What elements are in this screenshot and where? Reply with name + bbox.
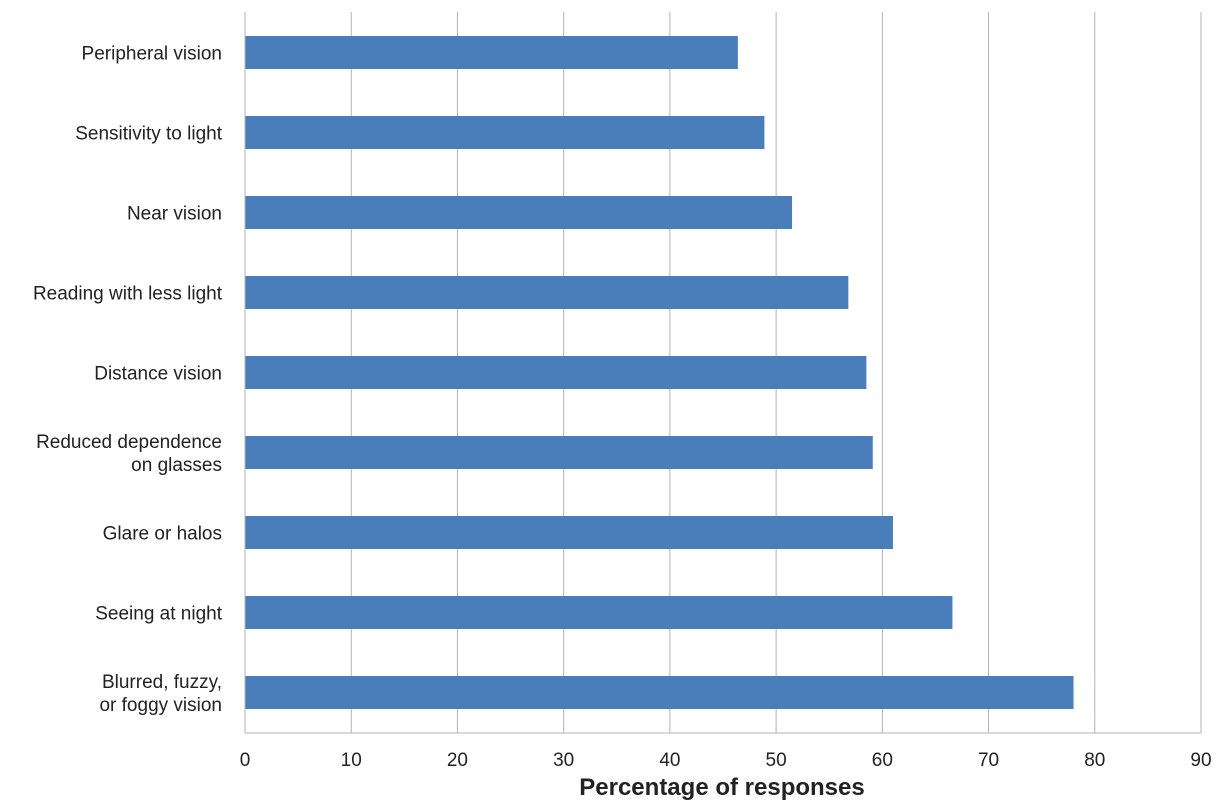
x-tick-label: 80 bbox=[1084, 750, 1105, 771]
category-label: on glasses bbox=[131, 455, 222, 476]
bar bbox=[245, 116, 765, 149]
x-tick-label: 50 bbox=[766, 750, 787, 771]
x-tick-label: 20 bbox=[447, 750, 468, 771]
bar bbox=[245, 196, 793, 229]
bar bbox=[245, 36, 738, 69]
category-labels: Peripheral vision Sensitivity to light Nea… bbox=[33, 44, 223, 717]
category-label: or foggy vision bbox=[99, 695, 222, 716]
axes bbox=[244, 12, 1201, 734]
bar bbox=[245, 356, 867, 389]
category-label: Seeing at night bbox=[95, 604, 222, 625]
x-tick-label: 10 bbox=[341, 750, 362, 771]
bar bbox=[245, 436, 873, 469]
x-tick-label: 90 bbox=[1190, 750, 1211, 771]
category-label: Peripheral vision bbox=[82, 44, 222, 65]
x-tick-labels: 0 10 20 30 40 50 60 70 80 90 bbox=[240, 750, 1212, 771]
category-label: Sensitivity to light bbox=[75, 124, 223, 145]
category-label: Near vision bbox=[127, 204, 222, 225]
x-tick-label: 40 bbox=[659, 750, 680, 771]
category-label: Blurred, fuzzy, bbox=[102, 672, 222, 693]
x-tick-label: 30 bbox=[553, 750, 574, 771]
category-label: Reduced dependence bbox=[36, 432, 222, 453]
category-label: Reading with less light bbox=[33, 284, 223, 305]
x-axis-title: Percentage of responses bbox=[579, 774, 864, 801]
x-tick-label: 60 bbox=[872, 750, 893, 771]
x-tick-label: 70 bbox=[978, 750, 999, 771]
bar bbox=[245, 596, 953, 629]
bars bbox=[245, 36, 1074, 709]
bar bbox=[245, 516, 893, 549]
bar bbox=[245, 276, 849, 309]
category-label: Distance vision bbox=[94, 364, 222, 385]
bar bbox=[245, 676, 1074, 709]
category-label: Glare or halos bbox=[103, 524, 222, 545]
x-tick-label: 0 bbox=[240, 750, 251, 771]
